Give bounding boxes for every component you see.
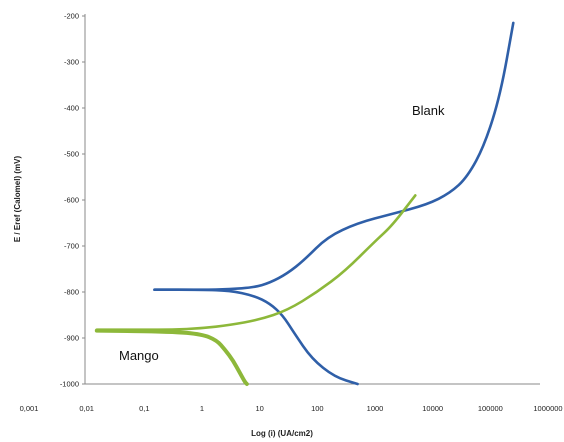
annotation-layer: Blank Mango	[119, 103, 445, 363]
series-layer	[94, 21, 515, 386]
x-tick-label: 1	[200, 404, 204, 413]
x-tick-label: 10000	[422, 404, 443, 413]
y-ticks: -200 -300 -400 -500 -600 -700 -800 -900 -1000	[60, 12, 85, 389]
mango-anodic-line	[95, 194, 417, 332]
y-axis-title: E / Eref (Calomel) (mV)	[13, 156, 22, 243]
y-tick-label: -500	[64, 150, 79, 159]
y-tick-label: -600	[64, 196, 79, 205]
y-tick-label: -1000	[60, 380, 79, 389]
x-tick-label: 0,001	[20, 404, 39, 413]
x-tick-label: 1000	[367, 404, 384, 413]
y-tick-label: -200	[64, 12, 79, 21]
mango-cathodic-line	[94, 328, 249, 386]
x-ticks: 0,001 0,01 0,1 1 10 100 1000 10000 100000 1000000	[20, 404, 563, 413]
blank-cathodic-line	[153, 288, 359, 386]
x-tick-label: 0,1	[139, 404, 149, 413]
y-tick-label: -700	[64, 242, 79, 251]
x-tick-label: 100000	[478, 404, 503, 413]
y-tick-label: -300	[64, 58, 79, 67]
y-tick-label: -400	[64, 104, 79, 113]
blank-annotation: Blank	[412, 103, 445, 118]
y-tick-label: -800	[64, 288, 79, 297]
x-tick-label: 10	[255, 404, 263, 413]
x-tick-label: 1000000	[533, 404, 562, 413]
axes	[84, 14, 540, 385]
y-tick-label: -900	[64, 334, 79, 343]
blank-anodic-line	[153, 21, 515, 292]
x-axis-title: Log (i) (UA/cm2)	[251, 429, 313, 438]
x-tick-label: 100	[311, 404, 324, 413]
x-tick-label: 0,01	[79, 404, 94, 413]
mango-annotation: Mango	[119, 348, 159, 363]
